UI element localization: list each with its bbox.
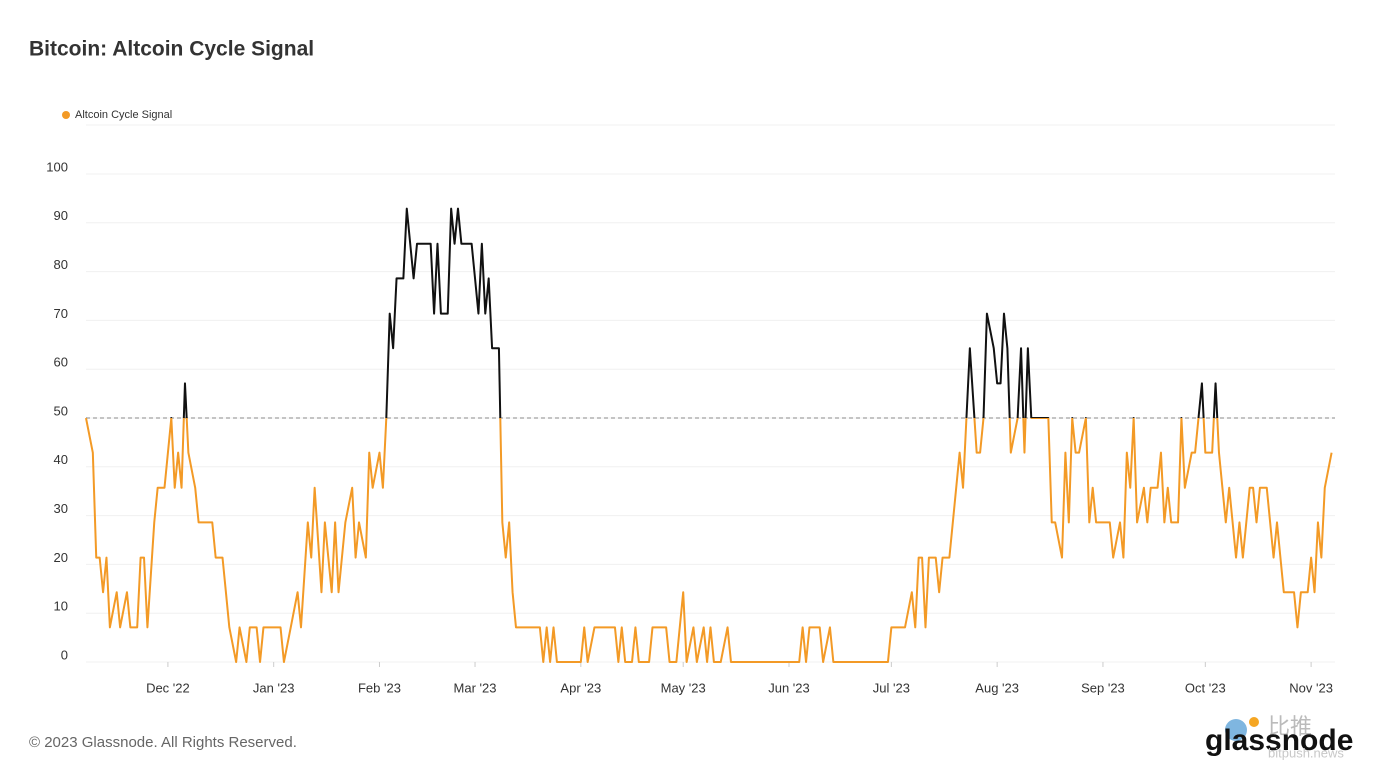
x-tick-label: Jun '23	[768, 680, 810, 695]
series-line-above	[86, 207, 1219, 418]
legend-label: Altcoin Cycle Signal	[75, 109, 172, 121]
logo-icon	[1225, 719, 1247, 741]
y-tick-label: 30	[54, 501, 68, 516]
y-tick-label: 60	[54, 355, 68, 370]
y-tick-label: 20	[54, 550, 68, 565]
y-tick-label: 40	[54, 452, 68, 467]
x-tick-label: Nov '23	[1289, 680, 1333, 695]
logo: glassnode	[1205, 724, 1353, 757]
chart-title: Bitcoin: Altcoin Cycle Signal	[29, 38, 314, 61]
x-tick-label: Jul '23	[873, 680, 910, 695]
x-tick-label: Aug '23	[975, 680, 1019, 695]
legend-swatch	[62, 111, 70, 119]
plot: 0 10 20 30 40 50 60 70 80 90 100 Dec '22 Jan '23 Feb …	[46, 159, 1335, 695]
x-tick-label: Jan '23	[253, 680, 295, 695]
y-tick-label: 80	[54, 257, 68, 272]
watermark-name: 比推	[1268, 714, 1312, 739]
x-tick-label: Feb '23	[358, 680, 401, 695]
x-tick-label: Sep '23	[1081, 680, 1125, 695]
x-tick-label: Apr '23	[560, 680, 601, 695]
x-tick-label: Mar '23	[454, 680, 497, 695]
y-tick-label: 50	[54, 403, 68, 418]
logo-icon-dot	[1249, 717, 1259, 727]
watermark-site: bitpush.news	[1268, 745, 1344, 760]
series-line-below	[85, 418, 1333, 663]
y-tick-label: 70	[54, 306, 68, 321]
copyright: © 2023 Glassnode. All Rights Reserved.	[29, 734, 297, 751]
x-tick-label: Dec '22	[146, 680, 190, 695]
y-tick-label: 100	[46, 159, 68, 174]
y-tick-label: 0	[61, 647, 68, 662]
x-tick-label: Oct '23	[1185, 680, 1226, 695]
y-tick-label: 90	[54, 208, 68, 223]
y-tick-label: 10	[54, 599, 68, 614]
x-tick-label: May '23	[661, 680, 706, 695]
